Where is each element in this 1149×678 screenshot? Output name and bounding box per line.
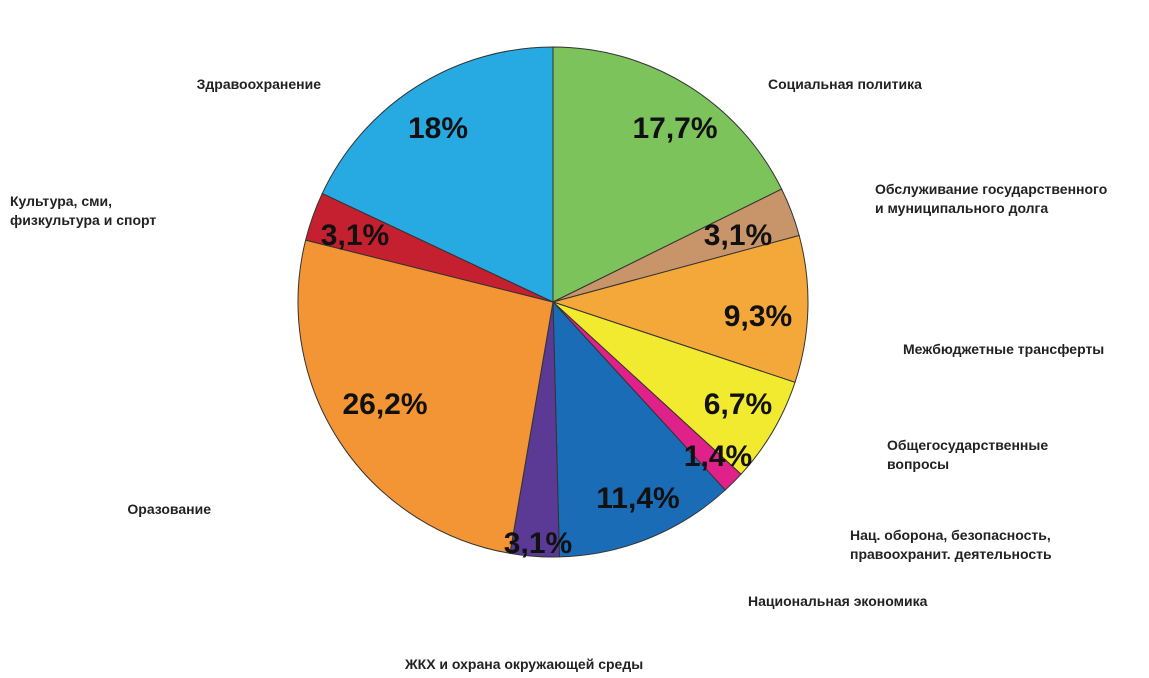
category-label: Обслуживание государственного и муниципа…: [875, 180, 1107, 218]
value-label: 18%: [408, 112, 468, 145]
chart: 17,7% 3,1% 9,3% 6,7% 1,4%11,4% 3,1% 26,2% 3,1% 1…: [0, 0, 1149, 678]
category-label: Здравоохранение: [197, 75, 321, 94]
value-label: 1,4%: [684, 440, 752, 473]
value-label: 9,3%: [724, 300, 792, 333]
category-label: Межбюджетные трансферты: [903, 340, 1104, 359]
category-label: Общегосударственные вопросы: [887, 436, 1048, 474]
value-label: 26,2%: [342, 388, 427, 421]
category-label: Оразование: [127, 500, 211, 519]
category-label: ЖКХ и охрана окружающей среды: [405, 655, 643, 674]
category-label: Культура, сми, физкультура и спорт: [10, 192, 156, 230]
value-label: 17,7%: [632, 112, 717, 145]
value-label: 3,1%: [504, 527, 572, 560]
category-label: Нац. оборона, безопасность, правоохранит…: [850, 526, 1052, 564]
page: 17,7% 3,1% 9,3% 6,7% 1,4%11,4% 3,1% 26,2% 3,1% 1…: [0, 0, 1149, 678]
category-label: Национальная экономика: [748, 592, 927, 611]
value-label: 11,4%: [596, 482, 679, 515]
value-label: 3,1%: [704, 219, 772, 252]
category-label: Социальная политика: [768, 75, 922, 94]
value-label: 6,7%: [704, 388, 772, 421]
value-label: 3,1%: [321, 219, 389, 252]
